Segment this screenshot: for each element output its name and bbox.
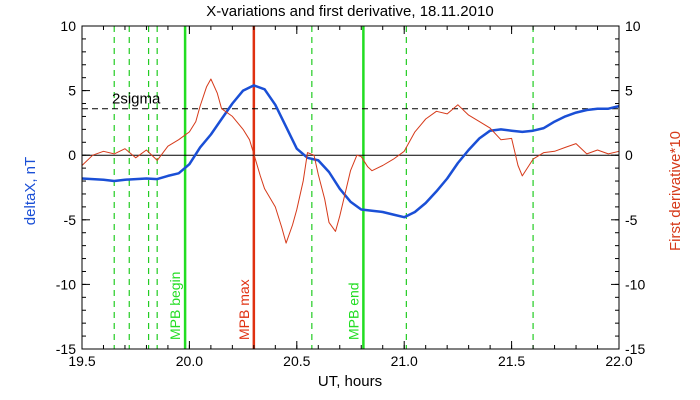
y-tick-label-left: 0	[68, 147, 76, 163]
y-axis-label-right: First derivative*10	[667, 131, 684, 251]
x-tick-label: 20.5	[283, 353, 310, 369]
y-tick-label-right: -15	[625, 341, 645, 357]
event-label-mpb-max: MPB max	[236, 279, 252, 340]
y-tick-label-right: 10	[625, 18, 641, 34]
y-tick-label-left: -15	[56, 341, 76, 357]
y-tick-label-right: -10	[625, 276, 645, 292]
x-tick-label: 21.0	[391, 353, 418, 369]
y-axis-label-left: deltaX, nT	[22, 157, 39, 225]
series-deltax	[81, 84, 620, 219]
plot-area: MPB begin MPB max MPB end 2sigma 19.5 20.0 20.…	[56, 18, 646, 369]
event-label-mpb-begin: MPB begin	[167, 272, 183, 340]
plot-frame	[81, 25, 620, 350]
y-tick-label-right: 5	[625, 83, 633, 99]
y-tick-label-left: 5	[68, 83, 76, 99]
y-tick-label-right: -5	[625, 212, 638, 228]
event-label-mpb-end: MPB end	[345, 282, 361, 340]
chart-title: X-variations and first derivative, 18.11…	[206, 3, 493, 20]
x-tick-label: 22.0	[605, 353, 632, 369]
x-axis-label: UT, hours	[318, 373, 382, 390]
x-tick-label: 20.0	[176, 353, 203, 369]
y-tick-label-left: -5	[64, 212, 77, 228]
series-first-derivative-10	[81, 78, 620, 244]
x-tick-label: 19.5	[68, 353, 95, 369]
x-tick-label: 21.5	[498, 353, 525, 369]
y-tick-label-right: 0	[625, 147, 633, 163]
y-tick-label-left: -10	[56, 276, 76, 292]
y-tick-label-left: 10	[60, 18, 76, 34]
threshold-label: 2sigma	[112, 91, 161, 108]
